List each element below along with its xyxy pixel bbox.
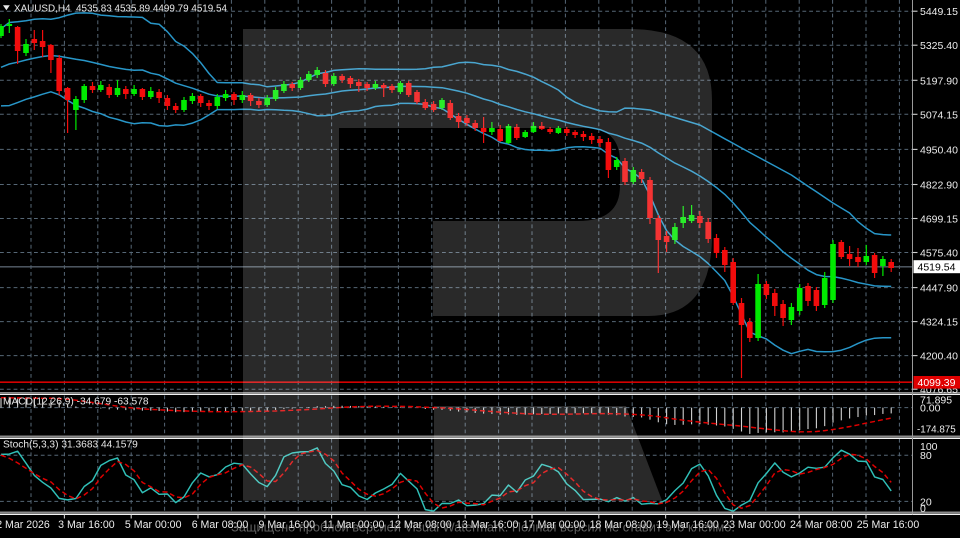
svg-text:5325.40: 5325.40 <box>920 40 958 52</box>
svg-text:23 Mar 00:00: 23 Mar 00:00 <box>723 519 786 531</box>
svg-text:5074.15: 5074.15 <box>920 109 958 121</box>
svg-text:18 Mar 08:00: 18 Mar 08:00 <box>590 519 653 531</box>
svg-text:80: 80 <box>920 450 932 462</box>
svg-text:-174.875: -174.875 <box>917 425 956 436</box>
svg-text:MACD(12,26,9) -34.679 -63.578: MACD(12,26,9) -34.679 -63.578 <box>3 397 149 408</box>
svg-text:17 Mar 00:00: 17 Mar 00:00 <box>523 519 586 531</box>
svg-text:100: 100 <box>920 441 938 453</box>
svg-text:20: 20 <box>920 496 932 508</box>
svg-text:4699.15: 4699.15 <box>920 214 958 226</box>
svg-text:4950.40: 4950.40 <box>920 144 958 156</box>
svg-text:5 Mar 00:00: 5 Mar 00:00 <box>125 519 182 531</box>
svg-text:19 Mar 16:00: 19 Mar 16:00 <box>656 519 719 531</box>
svg-text:Защищено пробной версией Visua: Защищено пробной версией Visual Watermar… <box>231 520 735 535</box>
svg-text:4324.15: 4324.15 <box>920 317 958 329</box>
svg-text:5197.90: 5197.90 <box>920 75 958 87</box>
svg-text:25 Mar 16:00: 25 Mar 16:00 <box>857 519 920 531</box>
svg-text:4099.39: 4099.39 <box>918 377 956 389</box>
svg-text:71.895: 71.895 <box>920 395 952 407</box>
svg-text:4575.40: 4575.40 <box>920 248 958 260</box>
svg-text:0: 0 <box>920 503 926 515</box>
svg-text:12 Mar 08:00: 12 Mar 08:00 <box>389 519 452 531</box>
svg-text:11 Mar 00:00: 11 Mar 00:00 <box>323 519 385 531</box>
svg-text:0.00: 0.00 <box>920 403 941 415</box>
svg-text:4200.40: 4200.40 <box>920 351 958 363</box>
svg-text:13 Mar 16:00: 13 Mar 16:00 <box>456 519 519 531</box>
svg-text:4822.90: 4822.90 <box>920 180 958 192</box>
svg-text:5449.15: 5449.15 <box>920 6 958 18</box>
svg-text:24 Mar 08:00: 24 Mar 08:00 <box>790 519 853 531</box>
svg-text:9 Mar 16:00: 9 Mar 16:00 <box>259 519 316 531</box>
svg-text:6 Mar 08:00: 6 Mar 08:00 <box>192 519 249 531</box>
svg-text:3 Mar 16:00: 3 Mar 16:00 <box>58 519 115 531</box>
svg-text:4447.90: 4447.90 <box>920 283 958 295</box>
svg-text:2 Mar 2026: 2 Mar 2026 <box>0 519 50 531</box>
svg-text:XAUUSD,H4 4535.83 4535.89 449: XAUUSD,H4 4535.83 4535.89 4499.79 4519.5… <box>14 4 228 15</box>
svg-text:4519.54: 4519.54 <box>918 262 956 274</box>
svg-text:Stoch(5,3,3) 31.3683 44.1579: Stoch(5,3,3) 31.3683 44.1579 <box>3 440 138 451</box>
